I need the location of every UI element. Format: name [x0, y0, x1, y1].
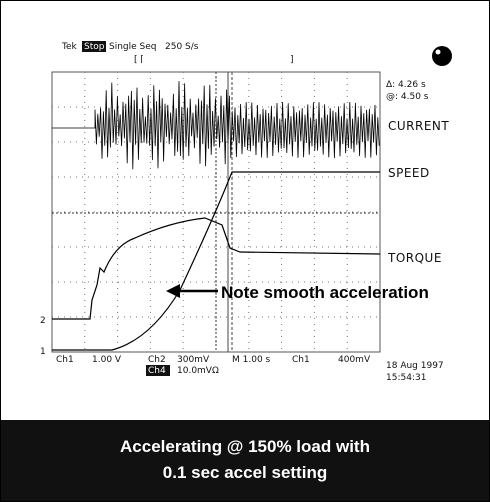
- footer-text: Ch2: [148, 355, 166, 365]
- mode: Single Seq: [109, 42, 157, 52]
- footer-text: 400mV: [338, 355, 371, 365]
- indicator: [432, 46, 452, 66]
- marker: 2: [40, 316, 46, 326]
- state: Stop: [84, 42, 105, 52]
- marker: 1: [40, 347, 46, 357]
- rate: 250 S/s: [165, 42, 199, 52]
- caption: Accelerating @ 150% load with: [120, 437, 370, 456]
- footer-text: 15:54:31: [386, 373, 426, 383]
- figure: Tek Stop Single Seq 250 S/s [ ⌈ ] Δ: 4.2…: [0, 0, 490, 502]
- annotation: Note smooth acceleration: [221, 283, 429, 302]
- footer-text: M 1.00 s: [232, 355, 271, 365]
- footer-text: 10.0mVΩ: [177, 366, 219, 376]
- footer-text: 18 Aug 1997: [386, 361, 444, 371]
- bracket: [ ⌈: [134, 55, 144, 65]
- caption: 0.1 sec accel setting: [163, 463, 327, 482]
- brand: Tek: [61, 42, 78, 52]
- trace-label: SPEED: [388, 166, 430, 180]
- cursor-at: @: 4.50 s: [386, 92, 429, 102]
- footer-text: Ch4: [148, 366, 166, 376]
- footer-text: 1.00 V: [92, 355, 122, 365]
- indicator-highlight: [436, 50, 441, 55]
- caption-band: [1, 420, 489, 501]
- footer-text: Ch1: [56, 355, 74, 365]
- cursor-delta: Δ: 4.26 s: [386, 80, 426, 90]
- bracket: ]: [290, 55, 294, 65]
- footer-text: Ch1: [292, 355, 310, 365]
- trace-label: CURRENT: [388, 119, 449, 133]
- footer-text: 300mV: [177, 355, 210, 365]
- trace-label: TORQUE: [387, 251, 442, 265]
